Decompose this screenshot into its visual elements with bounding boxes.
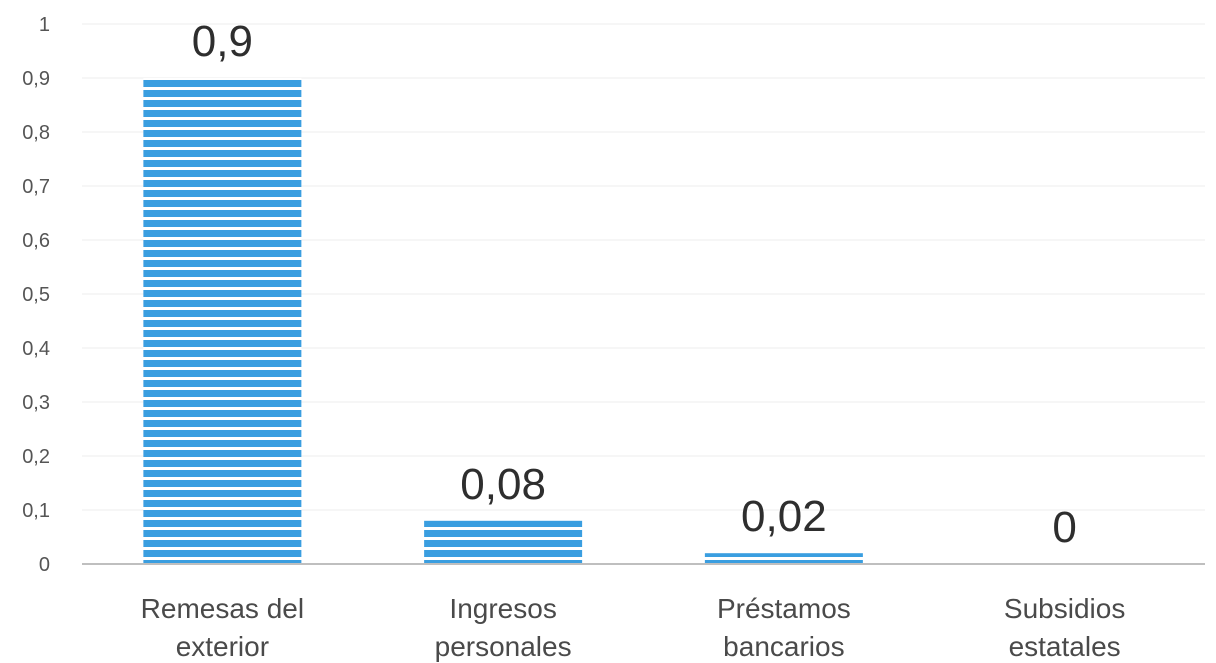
bar: [424, 520, 583, 564]
y-tick-label: 0: [39, 554, 50, 576]
y-tick-labels: 0 0,1 0,2 0,3 0,4 0,5 0,6 0,7 0,8 0,9 1: [22, 14, 50, 576]
y-tick-label: 0,9: [22, 68, 50, 90]
x-tick-label: Préstamos: [717, 593, 851, 624]
x-category-labels: Remesas del exterior Ingresos personales Pré…: [141, 593, 1126, 662]
y-tick-label: 0,4: [22, 338, 50, 360]
bar: [143, 78, 302, 564]
x-tick-label: Ingresos: [449, 593, 556, 624]
x-tick-label: Subsidios: [1004, 593, 1125, 624]
data-label: 0,08: [460, 460, 546, 509]
y-tick-label: 0,6: [22, 230, 50, 252]
y-tick-label: 0,5: [22, 284, 50, 306]
data-label: 0: [1052, 503, 1076, 552]
data-labels: 0,9 0,08 0,02 0: [192, 17, 1077, 552]
x-tick-label: estatales: [1009, 631, 1121, 662]
x-tick-label: Remesas del: [141, 593, 304, 624]
y-tick-label: 0,1: [22, 500, 50, 522]
data-label: 0,9: [192, 17, 253, 66]
bar: [704, 553, 863, 564]
x-tick-label: bancarios: [723, 631, 844, 662]
y-tick-label: 0,7: [22, 176, 50, 198]
y-tick-label: 0,2: [22, 446, 50, 468]
data-label: 0,02: [741, 492, 827, 541]
x-tick-label: exterior: [176, 631, 269, 662]
bars: [143, 78, 863, 564]
x-tick-label: personales: [435, 631, 572, 662]
y-tick-label: 0,3: [22, 392, 50, 414]
y-tick-label: 1: [39, 14, 50, 36]
y-tick-label: 0,8: [22, 122, 50, 144]
